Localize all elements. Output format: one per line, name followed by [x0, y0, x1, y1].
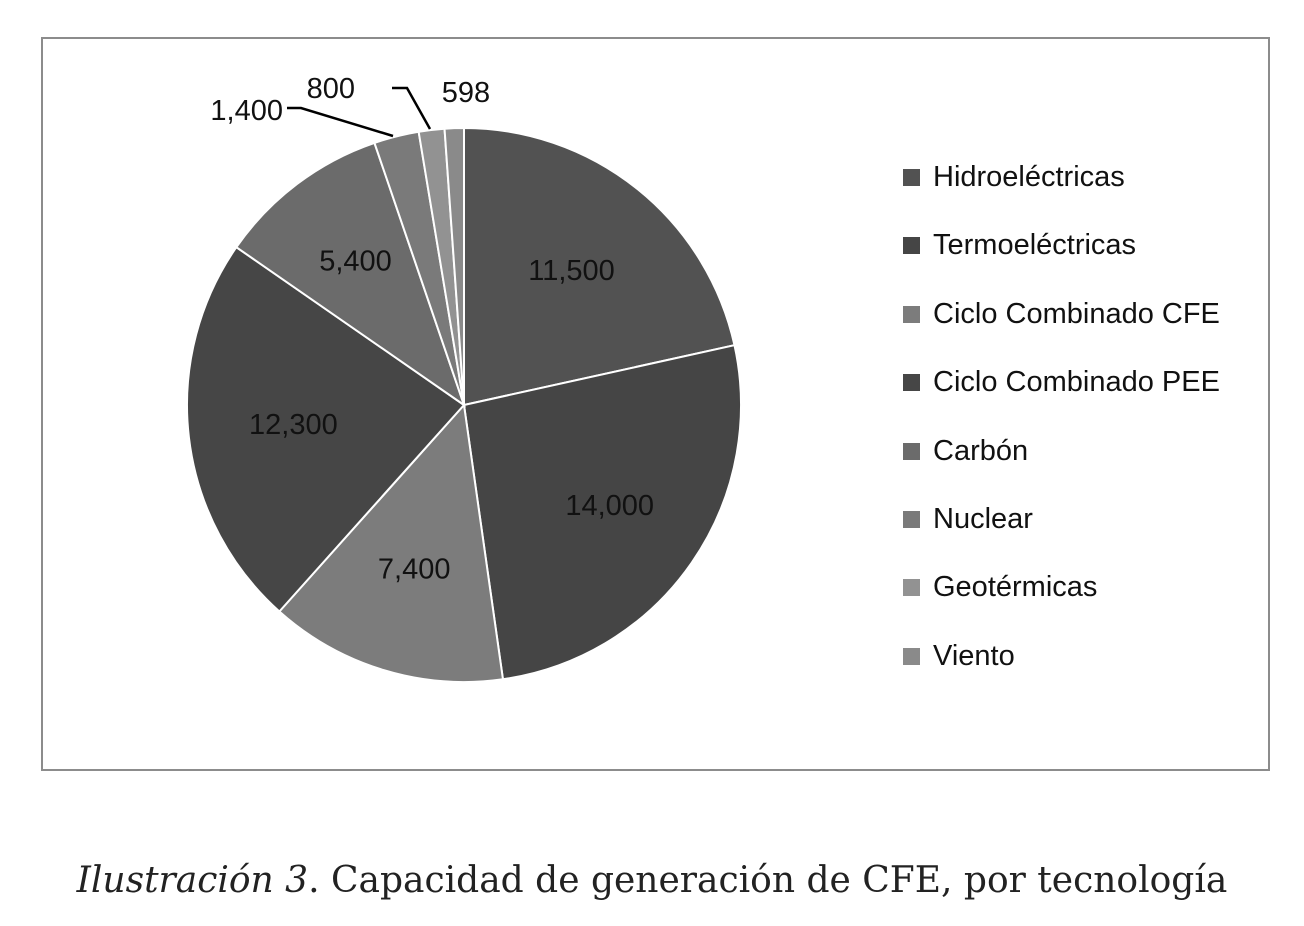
legend-item-viento: Viento: [903, 633, 1263, 701]
data-label-viento: 598: [442, 77, 490, 109]
legend-swatch: [903, 169, 920, 186]
legend-swatch: [903, 237, 920, 255]
caption-text: . Capacidad de generación de CFE, por te…: [308, 860, 1228, 901]
legend-item-ciclo-combinado-pee: Ciclo Combinado PEE: [903, 359, 1263, 427]
legend-label: Hidroeléctricas: [933, 161, 1125, 193]
caption-label: Ilustración 3: [76, 860, 309, 901]
pie-slice-carbon: [234, 141, 466, 408]
legend-swatch: [903, 579, 920, 597]
leader-line-geotermicas: [392, 86, 432, 130]
pie-chart: 11,500 14,000 7,400 12,300 5,400 1,400 800 598: [186, 73, 742, 683]
pie-slice-ciclo-combinado-cfe: [277, 402, 505, 683]
legend-item-geotermicas: Geotérmicas: [903, 564, 1263, 632]
legend-item-termoelectricas: Termoeléctricas: [903, 222, 1263, 290]
legend-label: Geotérmicas: [933, 571, 1098, 604]
legend-item-ciclo-combinado-cfe: Ciclo Combinado CFE: [903, 291, 1263, 359]
legend-label: Ciclo Combinado CFE: [933, 297, 1220, 330]
legend-item-nuclear: Nuclear: [903, 496, 1263, 564]
legend-swatch: [903, 305, 920, 323]
chart-frame: 11,500 14,000 7,400 12,300 5,400 1,400 800 598 …: [41, 37, 1270, 771]
legend-label: Ciclo Combinado PEE: [933, 366, 1220, 399]
leader-line-nuclear: [287, 106, 394, 138]
legend-label: Carbón: [933, 434, 1029, 467]
pie-slice-ciclo-combinado-pee: [186, 245, 466, 613]
legend-swatch: [903, 647, 920, 665]
legend-label: Viento: [933, 639, 1015, 672]
legend-item-hidroelectricas: Hidroeléctricas: [903, 154, 1263, 222]
legend-item-carbon: Carbón: [903, 428, 1263, 496]
data-label-nuclear: 1,400: [210, 95, 283, 127]
data-label-geotermicas: 800: [307, 73, 355, 105]
legend-swatch: [903, 442, 920, 460]
legend-swatch: [903, 374, 920, 392]
pie-slice-termoelectricas: [462, 343, 742, 681]
pie-slice-viento: [443, 126, 465, 406]
legend-swatch: [903, 510, 920, 528]
legend: Hidroeléctricas Termoeléctricas Ciclo Comb…: [903, 154, 1263, 701]
legend-label: Termoeléctricas: [933, 229, 1137, 262]
data-label-carbon: 5,400: [319, 245, 392, 277]
legend-label: Nuclear: [933, 502, 1033, 535]
data-label-termoelectricas: 14,000: [565, 490, 654, 522]
figure-caption: Ilustración 3. Capacidad de generación d…: [0, 860, 1304, 901]
data-label-ciclo-combinado-pee: 12,300: [249, 409, 338, 441]
data-label-ciclo-combinado-cfe: 7,400: [378, 553, 451, 585]
data-label-hidroelectricas: 11,500: [528, 255, 615, 287]
pie-slice-hidroelectricas: [463, 126, 736, 407]
